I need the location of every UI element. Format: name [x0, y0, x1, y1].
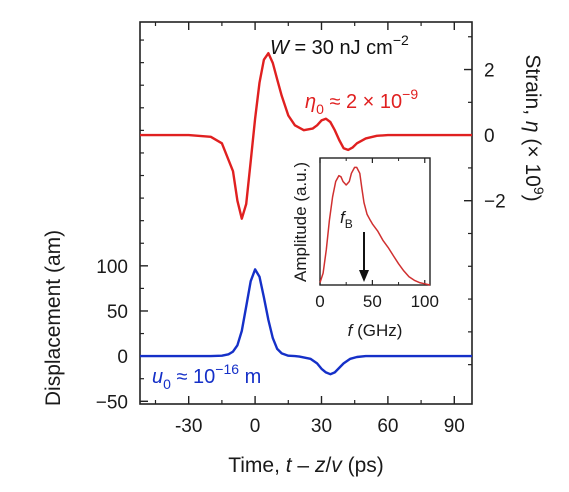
eta0-value: ≈ 2 × 10	[324, 91, 402, 113]
strain-line	[140, 52, 472, 220]
left-tick-label: 0	[117, 347, 128, 368]
inset-x-tick-label: 50	[363, 292, 382, 311]
right-tick-label: 0	[484, 126, 495, 147]
fluence-var: W	[270, 37, 291, 59]
inset-frame	[319, 157, 431, 286]
displacement-line	[140, 268, 472, 376]
x-axis-title-text: /	[325, 454, 331, 477]
fb-arrow-head	[359, 270, 369, 282]
x-tick-label: 30	[311, 416, 332, 437]
inset-x-axis-title: f (GHz)	[348, 321, 403, 340]
left-axis-title: Displacement (am)	[42, 230, 65, 406]
spectrum-line	[319, 166, 431, 286]
right-axis-title-var: η	[521, 121, 544, 133]
fb-var: f	[340, 208, 347, 227]
fb-label: fB	[340, 208, 353, 231]
fluence-exp: −2	[393, 32, 409, 48]
fluence-annotation: W = 30 nJ cm−2	[270, 32, 409, 59]
x-axis-title-var: t	[286, 454, 293, 477]
left-tick-label: 100	[96, 257, 128, 278]
x-axis-title-text: –	[292, 454, 315, 477]
eta0-var: η	[305, 91, 316, 113]
right-axis-title-text: )	[521, 195, 544, 202]
plot-frame	[139, 21, 473, 405]
left-tick-label: −50	[96, 392, 128, 413]
inset-x-tick-label: 100	[411, 292, 439, 311]
x-axis-title-var: z	[314, 454, 326, 477]
right-tick-label: 2	[484, 61, 495, 82]
x-axis-title-var: v	[331, 454, 343, 477]
fb-sub: B	[345, 217, 353, 231]
x-axis-title-text: (ps)	[342, 454, 384, 477]
u0-value: ≈ 10	[171, 366, 215, 388]
right-axis-title-exp: 9	[531, 187, 547, 195]
u0-var: u	[152, 366, 163, 388]
x-axis-title-text: Time,	[228, 454, 286, 477]
x-tick-label: 0	[250, 416, 261, 437]
inset-x-axis-title-text: (GHz)	[352, 321, 402, 340]
inset-x-tick-label: 0	[315, 292, 324, 311]
x-tick-label: 90	[444, 416, 465, 437]
right-axis-title-text: Strain,	[521, 54, 544, 121]
u0-unit: m	[239, 366, 261, 388]
inset-y-axis-title: Amplitude (a.u.)	[291, 162, 310, 282]
u0-annotation: u0 ≈ 10−16 m	[152, 361, 261, 392]
fluence-value: = 30 nJ cm	[289, 37, 393, 59]
eta0-sub: 0	[316, 101, 324, 117]
right-axis-title: Strain, η (× 109)	[521, 54, 547, 201]
x-axis-title: Time, t – z/v (ps)	[228, 454, 384, 477]
eta0-annotation: η0 ≈ 2 × 10−9	[305, 86, 418, 117]
u0-sub: 0	[163, 376, 171, 392]
right-tick-label: −2	[484, 192, 506, 213]
x-tick-label: 60	[377, 416, 398, 437]
eta0-exp: −9	[402, 86, 418, 102]
u0-exp: −16	[215, 361, 239, 377]
x-tick-label: -30	[175, 416, 202, 437]
right-axis-title-text: (× 10	[521, 133, 544, 187]
left-tick-label: 50	[107, 302, 128, 323]
inset-x-axis-title-var: f	[348, 321, 355, 340]
